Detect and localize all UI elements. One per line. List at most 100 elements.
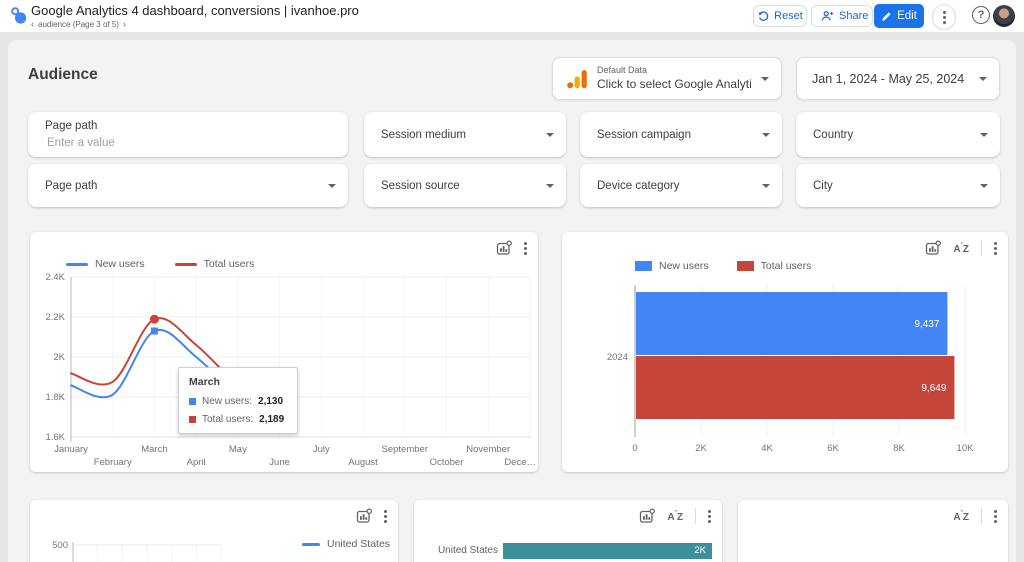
legend-item: Total users [174, 258, 254, 270]
filter-country[interactable]: Country [796, 112, 1000, 157]
svg-text:November: November [466, 444, 510, 455]
avatar[interactable] [993, 5, 1015, 27]
edit-label: Edit [897, 10, 917, 22]
svg-text:4K: 4K [761, 443, 773, 454]
more-vert-icon [942, 15, 946, 19]
data-source-label: Default Data [597, 65, 648, 75]
series-swatch [66, 262, 88, 266]
optional-metrics-icon[interactable] [925, 240, 942, 256]
svg-text:2.2K: 2.2K [45, 312, 65, 323]
undo-arrow-icon [758, 11, 769, 21]
chart-legend: United States [302, 538, 390, 550]
svg-text:6K: 6K [827, 443, 839, 454]
previous-page-icon[interactable]: ‹ [31, 19, 34, 29]
data-source-control[interactable]: Default Data Click to select Google Anal… [552, 57, 782, 100]
breadcrumb: ‹ audience (Page 3 of 5) › [31, 19, 126, 29]
chevron-down-icon [979, 76, 987, 81]
legend-item: Total users [736, 260, 811, 272]
filter-device-category[interactable]: Device category [580, 164, 782, 207]
legend-item: United States [302, 538, 390, 550]
svg-text:500: 500 [52, 540, 68, 551]
series-swatch [302, 542, 320, 546]
more-vert-icon[interactable] [384, 514, 387, 518]
chevron-down-icon [762, 183, 770, 188]
filter-session-campaign[interactable]: Session campaign [580, 112, 782, 157]
date-range-control[interactable]: Jan 1, 2024 - May 25, 2024 [796, 57, 1000, 100]
looker-studio-logo-icon [11, 7, 27, 24]
svg-text:8K: 8K [893, 443, 905, 454]
optional-metrics-icon[interactable] [639, 508, 656, 524]
svg-text:2K: 2K [53, 352, 65, 363]
series-swatch [736, 261, 754, 271]
optional-metrics-icon[interactable] [496, 240, 512, 256]
reset-label: Reset [774, 10, 803, 22]
svg-text:2K: 2K [695, 443, 707, 454]
svg-text:July: July [313, 444, 330, 455]
category-label: United States [437, 545, 498, 556]
report-canvas: Audience Default Data Click to select Go… [8, 40, 1016, 562]
share-label: Share [839, 10, 869, 22]
person-add-icon [821, 10, 834, 21]
svg-text:August: August [348, 457, 378, 468]
filter-city[interactable]: City [796, 164, 1000, 207]
timeseries-chart-card: New users Total users 2.4K 2.2K 2K 1.8K 1.6K… [30, 232, 538, 472]
svg-text:June: June [269, 457, 290, 468]
next-page-icon[interactable]: › [122, 19, 126, 29]
svg-text:Dece…: Dece… [504, 457, 536, 468]
more-options-button[interactable] [932, 4, 956, 30]
more-vert-icon[interactable] [524, 246, 527, 250]
filter-page-path[interactable]: Page path [28, 164, 348, 207]
filter-page-path-input[interactable]: Page path [28, 112, 348, 157]
svg-text:May: May [229, 444, 247, 455]
svg-text:0: 0 [632, 443, 637, 454]
series-swatch [174, 262, 197, 266]
svg-text:February: February [94, 457, 132, 468]
legend-item: New users [66, 258, 145, 270]
svg-text:2.4K: 2.4K [45, 272, 65, 283]
timeseries-chart[interactable]: 500 [30, 500, 398, 562]
bar-chart[interactable]: 0 2K 4K 6K 8K 10K 2024 9,437 9,649 [562, 232, 1008, 472]
data-source-value: Click to select Google Analyti [597, 77, 752, 91]
help-button[interactable]: ? [972, 6, 990, 24]
svg-text:9,649: 9,649 [921, 383, 946, 394]
chevron-down-icon [980, 183, 988, 188]
series-swatch [189, 416, 196, 423]
topbar: Google Analytics 4 dashboard, conversion… [0, 0, 1024, 32]
bar[interactable]: 2K [503, 543, 712, 559]
page-title: Audience [28, 66, 98, 83]
more-vert-icon[interactable] [994, 514, 997, 518]
page-path-input[interactable] [45, 136, 249, 150]
chevron-down-icon [546, 132, 554, 137]
filter-label: Page path [45, 120, 98, 132]
svg-text:2024: 2024 [607, 352, 628, 363]
bar-value-label: 2K [694, 545, 706, 556]
chevron-down-icon [980, 132, 988, 137]
edit-button[interactable]: Edit [874, 4, 924, 28]
svg-text:9,437: 9,437 [914, 319, 939, 330]
divider [695, 508, 696, 524]
reset-button[interactable]: Reset [753, 5, 807, 27]
share-button[interactable]: Share [811, 5, 893, 27]
filter-session-medium[interactable]: Session medium [364, 112, 566, 157]
date-range-value: Jan 1, 2024 - May 25, 2024 [812, 72, 965, 86]
help-icon: ? [977, 9, 985, 21]
legend-item: New users [635, 260, 709, 272]
svg-text:April: April [187, 457, 206, 468]
divider [981, 240, 982, 256]
more-vert-icon[interactable] [708, 514, 711, 518]
google-analytics-icon [567, 70, 587, 89]
report-title: Google Analytics 4 dashboard, conversion… [31, 3, 359, 18]
more-vert-icon[interactable] [994, 246, 997, 250]
chevron-down-icon [762, 132, 770, 137]
pencil-icon [882, 11, 891, 21]
page-indicator[interactable]: audience (Page 3 of 5) [38, 19, 119, 29]
svg-text:October: October [430, 457, 464, 468]
filter-session-source[interactable]: Session source [364, 164, 566, 207]
optional-metrics-icon[interactable] [356, 508, 372, 524]
